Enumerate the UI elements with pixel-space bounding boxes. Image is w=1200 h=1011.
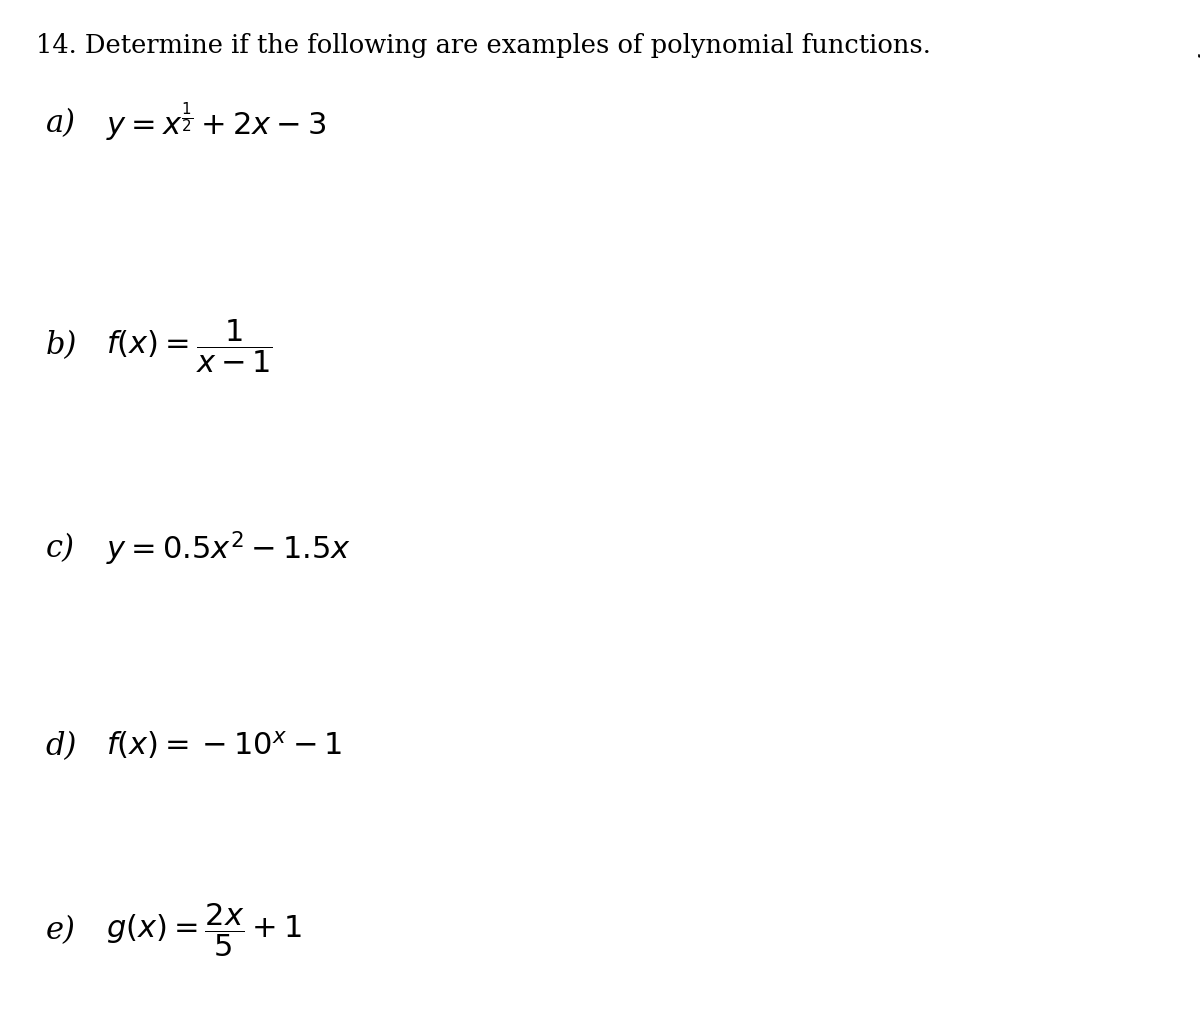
Text: a): a) bbox=[46, 108, 76, 139]
Text: $y = 0.5x^2 - 1.5x$: $y = 0.5x^2 - 1.5x$ bbox=[106, 530, 350, 568]
Text: e): e) bbox=[46, 915, 76, 945]
Text: 14. Determine if the following are examples of polynomial functions.: 14. Determine if the following are examp… bbox=[36, 33, 931, 59]
Text: b): b) bbox=[46, 331, 77, 361]
Text: d): d) bbox=[46, 731, 77, 761]
Text: $f(x) = \dfrac{1}{x-1}$: $f(x) = \dfrac{1}{x-1}$ bbox=[106, 317, 272, 374]
Text: $y = x^{\frac{1}{2}} + 2x - 3$: $y = x^{\frac{1}{2}} + 2x - 3$ bbox=[106, 101, 325, 146]
Text: $g(x) = \dfrac{2x}{5} + 1$: $g(x) = \dfrac{2x}{5} + 1$ bbox=[106, 902, 301, 958]
Text: Justify your answer.: Justify your answer. bbox=[1190, 33, 1200, 59]
Text: c): c) bbox=[46, 534, 74, 564]
Text: $f(x) = -10^x - 1$: $f(x) = -10^x - 1$ bbox=[106, 730, 342, 762]
